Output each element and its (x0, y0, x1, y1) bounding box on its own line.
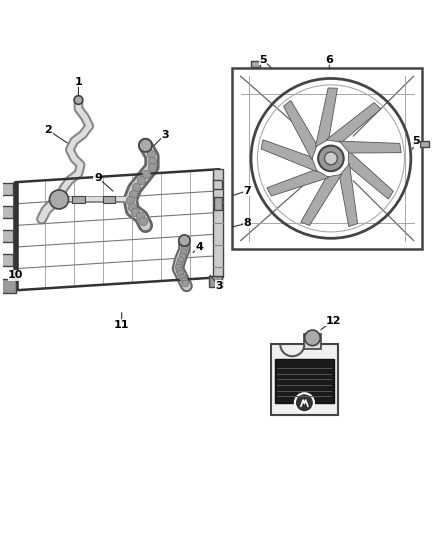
Bar (212, 169, 223, 277)
Bar (420, 141, 429, 147)
Bar (0, 279, 15, 293)
Circle shape (49, 190, 68, 209)
Circle shape (305, 330, 320, 345)
Text: 7: 7 (243, 186, 251, 196)
Bar (271, 344, 338, 415)
Text: 3: 3 (161, 130, 169, 140)
Circle shape (295, 393, 314, 412)
Text: 12: 12 (326, 316, 341, 326)
Bar (72, 196, 85, 203)
Bar (0, 206, 13, 219)
Polygon shape (283, 100, 317, 160)
Bar (0, 183, 13, 195)
Circle shape (139, 139, 152, 152)
Polygon shape (315, 88, 337, 147)
Polygon shape (339, 141, 401, 153)
Bar (275, 359, 334, 403)
Bar (209, 276, 223, 287)
Polygon shape (349, 151, 393, 199)
Bar (0, 230, 13, 243)
Bar (0, 254, 13, 266)
Polygon shape (301, 174, 342, 225)
Polygon shape (326, 103, 381, 142)
Text: 11: 11 (114, 320, 130, 330)
Text: 3: 3 (215, 281, 223, 291)
Text: 10: 10 (8, 270, 24, 280)
Bar (304, 334, 321, 349)
Polygon shape (267, 169, 329, 196)
Text: 5: 5 (259, 55, 267, 65)
Bar (232, 68, 422, 249)
Text: 4: 4 (196, 242, 204, 252)
Bar (251, 61, 260, 67)
Text: 8: 8 (243, 218, 251, 228)
Polygon shape (339, 164, 358, 227)
Circle shape (74, 96, 83, 104)
Text: 2: 2 (44, 125, 52, 135)
Bar (213, 180, 222, 189)
Text: 9: 9 (94, 173, 102, 183)
Text: 1: 1 (74, 77, 82, 87)
Circle shape (318, 146, 344, 171)
Bar (214, 197, 222, 211)
Circle shape (325, 152, 337, 165)
Polygon shape (261, 140, 317, 172)
Text: 5: 5 (412, 136, 420, 146)
Circle shape (179, 235, 190, 246)
Bar (102, 196, 115, 203)
Text: 6: 6 (325, 55, 333, 65)
